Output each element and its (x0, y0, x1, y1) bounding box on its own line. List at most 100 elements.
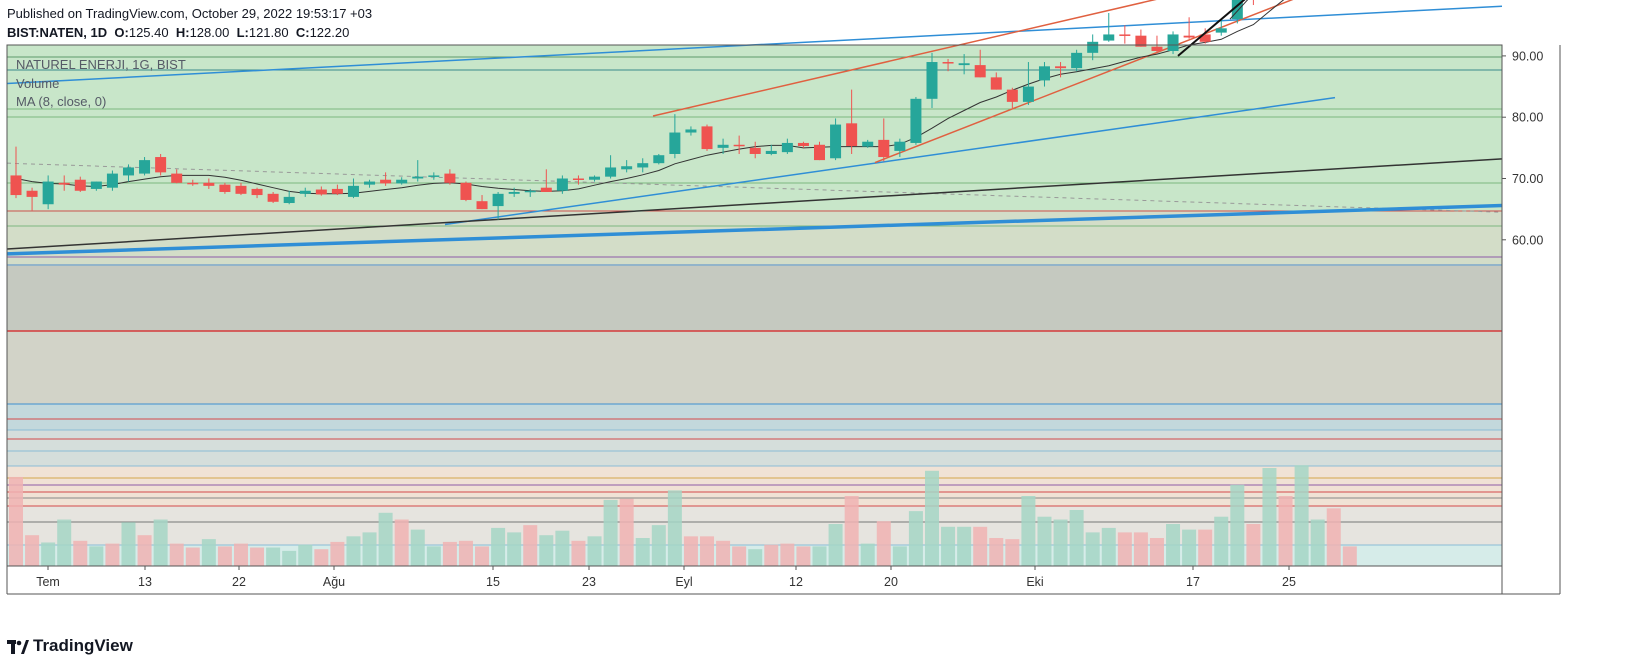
candle (347, 178, 359, 199)
high-value: 128.00 (189, 25, 230, 40)
candle-body (589, 176, 601, 180)
x-tick-label: 12 (789, 575, 803, 589)
black-x-rising (1177, 0, 1246, 57)
volume-bar (378, 512, 393, 566)
volume-bar (458, 540, 473, 566)
y-axis: 60.0070.0080.0090.00100.00110.00120.0013… (1502, 0, 1550, 247)
volume-bar (314, 549, 329, 566)
volume-bar (330, 541, 345, 566)
candle-body (846, 123, 858, 147)
candle (524, 188, 536, 197)
candle (830, 118, 842, 161)
candle (749, 141, 761, 159)
volume-bar (1278, 496, 1293, 566)
candle-body (814, 144, 825, 161)
volume-bar (619, 498, 634, 566)
candle (187, 179, 199, 186)
volume-bar (1166, 524, 1181, 566)
ma-line (15, 0, 1285, 195)
zone-6 (7, 466, 1502, 506)
trendlines-front (1177, 0, 1249, 57)
candle (958, 54, 970, 75)
candle (540, 169, 552, 192)
volume-bar (41, 542, 56, 566)
volume-bar (25, 535, 40, 566)
candle-body (781, 142, 793, 153)
volume-bar (700, 536, 715, 566)
volume-bar (105, 543, 120, 566)
dashed-guide (6, 162, 1503, 213)
legend-ma[interactable]: MA (8, close, 0) (16, 94, 107, 109)
zone-3 (7, 331, 1502, 404)
x-tick-label: 13 (138, 575, 152, 589)
x-tick-label: 22 (232, 575, 246, 589)
candle (572, 175, 584, 185)
candle (331, 184, 343, 196)
y-tick-label: 100.00 (1512, 0, 1550, 2)
candle-body (380, 179, 392, 184)
candle (1055, 62, 1067, 78)
candle (1135, 29, 1147, 47)
volume-bar (73, 540, 88, 566)
volume-bar (1053, 519, 1068, 566)
candle-body (347, 185, 359, 197)
candle-body (251, 188, 263, 196)
x-tick-label: Tem (36, 575, 60, 589)
candle-body (830, 124, 842, 159)
candle (621, 160, 633, 173)
x-tick-label: Eki (1026, 575, 1043, 589)
volume-bar (1149, 538, 1164, 566)
volume-bar (346, 536, 361, 566)
y-tick-label: 90.00 (1512, 49, 1543, 63)
volume-bar (1246, 524, 1261, 566)
candle-body (203, 182, 215, 186)
candle-body (1006, 89, 1018, 102)
candle (508, 187, 520, 197)
volume-bar (1037, 516, 1052, 566)
candle (1022, 62, 1034, 105)
candle-body (894, 141, 906, 151)
x-tick-label: Ağu (323, 575, 345, 589)
high-label: H: (175, 25, 190, 40)
candle (42, 175, 54, 210)
volume-bar (137, 535, 152, 566)
volume-bar (282, 550, 297, 566)
candle-body (701, 126, 713, 150)
volume-bar (732, 546, 747, 566)
candle-body (106, 173, 118, 188)
candle (58, 175, 70, 191)
candle-body (1199, 34, 1211, 42)
moving-average (15, 0, 1285, 195)
candle-body (58, 182, 70, 185)
volume-bar (780, 543, 795, 566)
candle (765, 144, 777, 156)
candle (990, 72, 1002, 90)
published-note: Published on TradingView.com, October 29… (7, 6, 373, 21)
candle-body (910, 98, 922, 143)
candle (90, 181, 102, 191)
volume-bar (1069, 510, 1084, 566)
candle (396, 177, 408, 185)
candle-body (219, 184, 231, 192)
candle-body (958, 63, 970, 66)
x-tick-label: 23 (582, 575, 596, 589)
volume-bar (153, 519, 168, 566)
legend-volume[interactable]: Volume (16, 76, 60, 91)
candle (1231, 0, 1243, 24)
candle-body (90, 181, 102, 189)
volume-bar (973, 526, 988, 566)
volume-bar (1101, 527, 1116, 566)
candle (26, 187, 38, 211)
candle (1119, 25, 1131, 44)
candle-body (621, 166, 633, 170)
symbol-label: BIST:NATEN, 1D (7, 25, 108, 40)
chart-frame (6, 44, 1561, 595)
candle (1183, 17, 1195, 39)
candle (219, 182, 231, 194)
candle-body (653, 155, 665, 164)
volume-bar (667, 490, 682, 566)
volume-bar (957, 526, 972, 566)
candle (685, 126, 697, 136)
volume-bar (491, 527, 506, 566)
